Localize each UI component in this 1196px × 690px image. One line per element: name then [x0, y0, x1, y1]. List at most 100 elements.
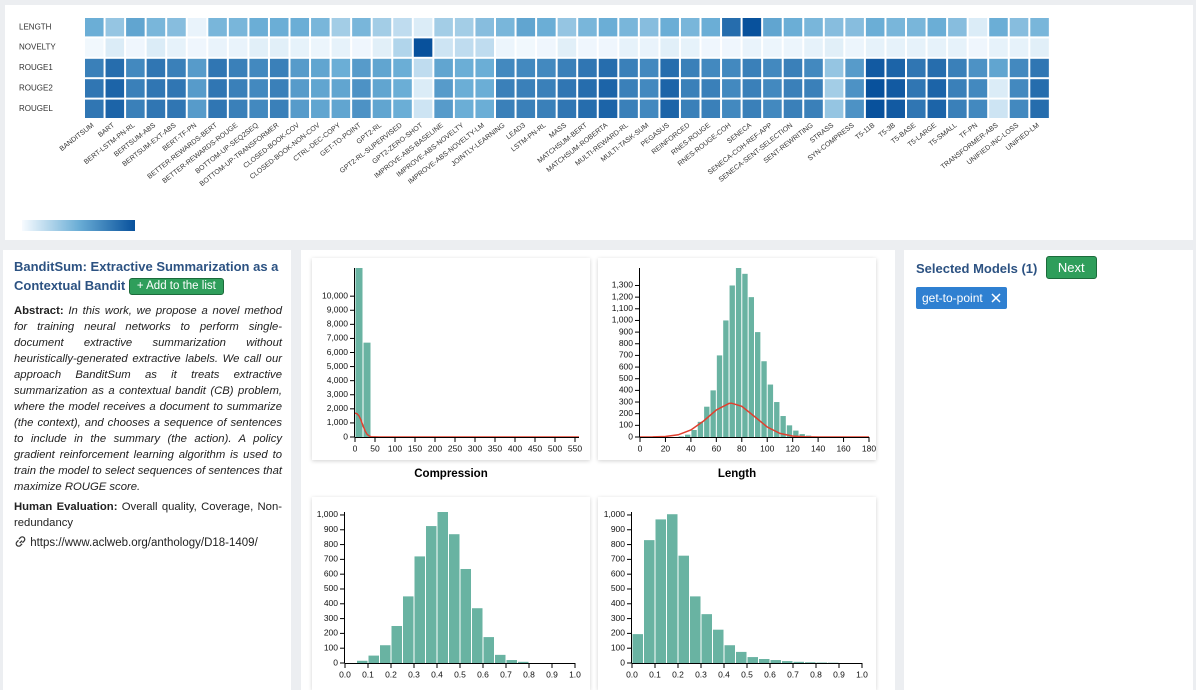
heat-cell [85, 99, 104, 118]
x-tick-label: 400 [508, 443, 522, 453]
bar [483, 637, 494, 663]
heat-cell [865, 38, 885, 57]
heat-cell [783, 58, 803, 78]
chart-title: Length [718, 468, 756, 480]
heat-cell [722, 38, 741, 57]
heat-cell [413, 58, 433, 78]
x-tick-label: 0.4 [431, 669, 443, 679]
y-tick-label: 100 [619, 420, 633, 430]
y-tick-label: 3,000 [327, 389, 349, 399]
heat-cell [208, 99, 227, 118]
heat-cell [845, 99, 864, 118]
x-tick-label: 550 [568, 443, 582, 453]
next-button[interactable]: Next [1045, 256, 1097, 279]
heat-cell [578, 99, 597, 118]
paper-url[interactable]: https://www.aclweb.org/anthology/D18-140… [30, 537, 258, 549]
bar [426, 526, 437, 663]
y-tick-label: 6,000 [327, 347, 349, 357]
heat-cell [393, 99, 412, 118]
abstract-label: Abstract: [14, 305, 64, 317]
heat-cell [454, 38, 474, 57]
heat-cell [639, 58, 659, 78]
y-tick-label: 1,300 [612, 280, 634, 290]
heat-cell [722, 58, 741, 78]
heat-cell [763, 38, 782, 57]
heat-cell [105, 38, 125, 57]
heat-cell [454, 18, 474, 37]
heat-cell [948, 99, 967, 118]
heat-cell [311, 58, 330, 78]
x-tick-label: 250 [448, 443, 462, 453]
heat-cell [578, 38, 597, 57]
row-label: LENGTH [19, 22, 52, 31]
bar [782, 661, 793, 663]
heat-cell [290, 79, 310, 98]
heat-cell [927, 38, 947, 57]
y-tick-label: 900 [619, 326, 633, 336]
heat-cell [249, 58, 268, 78]
y-tick-label: 300 [324, 613, 338, 623]
y-tick-label: 600 [611, 568, 625, 578]
heat-cell [454, 58, 474, 78]
heat-cell [804, 58, 823, 78]
heat-cell [1009, 38, 1029, 57]
heat-cell [598, 99, 618, 118]
bar [495, 654, 506, 663]
heat-cell [639, 79, 659, 98]
heat-cell [126, 18, 145, 37]
heat-cell [763, 99, 782, 118]
heat-cell [352, 18, 371, 37]
heat-cell [146, 79, 166, 98]
heat-cell [537, 18, 556, 37]
heat-cell [804, 18, 823, 37]
y-tick-label: 600 [324, 568, 338, 578]
heat-cell [680, 58, 700, 78]
paper-details: BanditSum: Extractive Summarization as a… [14, 257, 282, 551]
model-chip[interactable]: get-to-point [916, 287, 1008, 309]
heat-cell [907, 99, 926, 118]
bar [774, 402, 780, 437]
heat-cell [763, 18, 782, 37]
heat-cell [249, 38, 268, 57]
heat-cell [393, 79, 412, 98]
bar [449, 534, 460, 663]
heat-cell [907, 18, 926, 37]
y-tick-label: 100 [611, 642, 625, 652]
heat-cell [413, 79, 433, 98]
bar [793, 661, 804, 663]
heat-cell [516, 79, 536, 98]
add-button[interactable]: + Add to the list [128, 278, 224, 295]
x-tick-label: 60 [712, 443, 722, 453]
heat-cell [496, 99, 515, 118]
histogram: 0 50 100 150 200 250 300 350 400 450 500 550 0 1,000 2… [322, 268, 582, 480]
bar [723, 320, 729, 437]
heat-cell [660, 18, 679, 37]
heat-cell [1009, 99, 1029, 118]
bar [724, 645, 735, 663]
bar [761, 361, 767, 437]
x-tick-label: 0.7 [787, 669, 799, 679]
heat-cell [742, 99, 762, 118]
link-icon [15, 536, 26, 547]
column-label: T5-11B [854, 122, 876, 142]
heat-cell [845, 18, 864, 37]
heat-cell [865, 79, 885, 98]
model-chip-label: get-to-point [922, 291, 983, 305]
heat-cell [516, 99, 536, 118]
heat-cell [763, 79, 782, 98]
heat-cell [886, 18, 905, 37]
heat-cell [311, 18, 330, 37]
heat-cell [331, 58, 351, 78]
heat-cell [989, 38, 1008, 57]
chart-title: Compression [414, 468, 488, 480]
bar [437, 512, 448, 663]
heat-cell [907, 79, 926, 98]
heat-cell [557, 18, 577, 37]
remove-icon[interactable] [991, 293, 1001, 303]
x-tick-label: 0.0 [339, 669, 351, 679]
x-tick-label: 450 [528, 443, 542, 453]
y-tick-label: 400 [611, 598, 625, 608]
x-tick-label: 0.5 [741, 669, 753, 679]
heat-cell [167, 79, 186, 98]
x-tick-label: 0 [353, 443, 358, 453]
